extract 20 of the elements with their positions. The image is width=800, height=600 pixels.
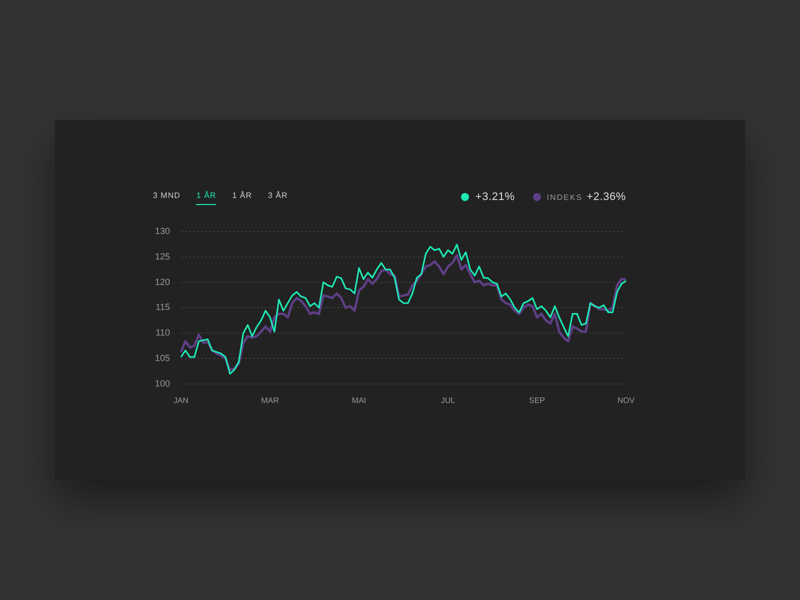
text: +3.21%	[475, 191, 515, 203]
y-tick-label: 130	[154, 226, 170, 236]
y-tick-label: 125	[154, 251, 170, 262]
x-tick-label: JAN	[173, 396, 189, 406]
legend-label: INDEKS	[546, 192, 583, 202]
x-tick-label: NOV	[617, 396, 636, 406]
text: 1 ÅR	[196, 191, 216, 205]
text: +2.36%	[586, 191, 626, 203]
y-tick-label: 120	[154, 276, 170, 287]
text: 3 ÅR	[268, 191, 288, 202]
text: 1 ÅR	[232, 191, 252, 202]
x-tick-label: JUL	[440, 396, 456, 406]
y-tick-label: 110	[156, 328, 170, 338]
y-tick-label: 115	[156, 302, 170, 312]
x-tick-label: MAI	[352, 396, 366, 406]
y-tick-label: 105	[154, 353, 170, 364]
x-tick-label: MAR	[261, 396, 280, 406]
x-tick-label: SEP	[528, 396, 546, 406]
y-tick-label: 100	[154, 378, 170, 388]
text: 3 MND	[153, 191, 180, 202]
